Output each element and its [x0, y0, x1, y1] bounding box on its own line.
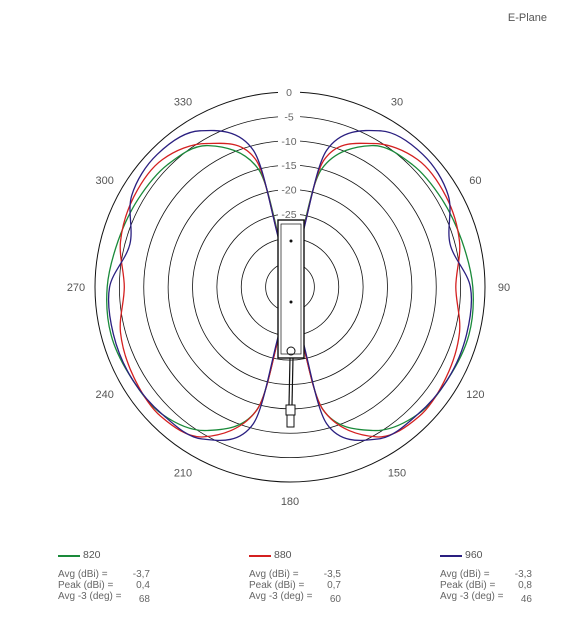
- radial-label-bg: [278, 134, 300, 146]
- avg3-value: 68: [138, 594, 150, 605]
- radial-tick-label: 0: [286, 87, 292, 99]
- legend-960: 960 Avg (dBi) = -3,3 Peak (dBi) = 0,8 Avg …: [440, 549, 532, 605]
- peak-label: Peak (dBi) =: [440, 580, 496, 591]
- radial-tick-label: -25: [281, 209, 296, 221]
- avg-value: -3,7: [132, 569, 150, 580]
- radial-label-bg: [278, 110, 300, 122]
- angle-tick-label: 240: [95, 389, 113, 401]
- angle-tick-label: 150: [388, 467, 406, 479]
- legend-series-name: 820: [83, 549, 101, 561]
- antenna-cable: [288, 357, 291, 406]
- antenna-screw-top: [289, 239, 293, 243]
- angle-tick-label: 90: [498, 282, 510, 294]
- peak-value: 0,7: [327, 580, 341, 591]
- avg-label: Avg (dBi) =: [58, 569, 108, 580]
- angle-tick-label: 120: [466, 389, 484, 401]
- peak-label: Peak (dBi) =: [249, 580, 305, 591]
- avg3-value: 46: [520, 594, 532, 605]
- radial-label-bg: [278, 86, 300, 97]
- radial-tick-label: -15: [281, 160, 296, 172]
- legend-series-name: 960: [465, 549, 483, 561]
- legend-820: 820 Avg (dBi) = -3,7 Peak (dBi) = 0,4 Avg …: [58, 549, 150, 605]
- plane-label: E-Plane: [507, 12, 547, 24]
- angle-tick-label: 330: [174, 97, 192, 109]
- antenna-plug: [285, 404, 296, 416]
- angle-tick-label: 300: [95, 175, 113, 187]
- antenna-connector: [286, 346, 296, 356]
- legend-880: 880 Avg (dBi) = -3,5 Peak (dBi) = 0,7 Avg …: [249, 549, 341, 605]
- angle-tick-label: 180: [281, 496, 299, 508]
- radial-tick-label: -10: [281, 136, 296, 148]
- avg-label: Avg (dBi) =: [249, 569, 299, 580]
- peak-label: Peak (dBi) =: [58, 580, 114, 591]
- avg-value: -3,5: [323, 569, 341, 580]
- legend-swatch: [58, 554, 80, 557]
- polar-chart: 0-5-10-15-20-25-30-353060901201501802102…: [67, 86, 510, 508]
- avg3-label: Avg -3 (deg) =: [249, 591, 313, 602]
- avg-label: Avg (dBi) =: [440, 569, 490, 580]
- radial-label-bg: [278, 207, 300, 219]
- angle-tick-label: 30: [391, 97, 403, 109]
- radial-label-bg: [278, 159, 300, 171]
- angle-tick-label: 210: [174, 467, 192, 479]
- legend-swatch: [440, 554, 462, 557]
- avg-value: -3,3: [514, 569, 532, 580]
- angle-tick-label: 60: [469, 175, 481, 187]
- radial-tick-label: -5: [284, 111, 293, 123]
- avg3-label: Avg -3 (deg) =: [58, 591, 122, 602]
- radial-tick-label: -20: [281, 185, 296, 197]
- avg3-value: 60: [329, 594, 341, 605]
- legend-series-name: 880: [274, 549, 292, 561]
- antenna-plug-tip: [286, 414, 295, 428]
- legend-swatch: [249, 554, 271, 557]
- antenna-cable-2: [291, 357, 294, 406]
- angle-tick-label: 270: [67, 282, 85, 294]
- peak-value: 0,8: [518, 580, 532, 591]
- antenna-body: [277, 219, 305, 359]
- antenna-inner: [280, 223, 302, 355]
- avg3-label: Avg -3 (deg) =: [440, 591, 504, 602]
- radial-label-bg: [278, 183, 300, 195]
- peak-value: 0,4: [136, 580, 150, 591]
- antenna-screw-bottom: [289, 300, 293, 304]
